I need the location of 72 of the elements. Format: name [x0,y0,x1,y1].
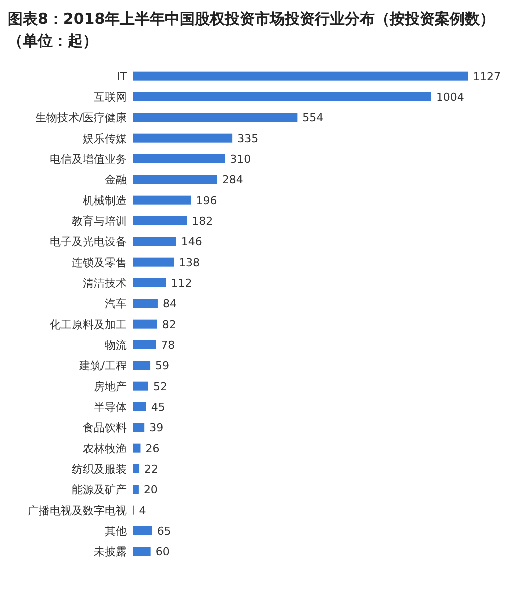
bar [133,258,174,267]
bar [133,113,298,122]
title: 图表8：2018年上半年中国股权投资市场投资行业分布（按投资案例数）（单位：起） [8,10,496,50]
y-tick-label: 未披露 [94,546,127,559]
y-tick-label: 纺织及服装 [72,463,127,476]
data-label: 20 [144,484,158,497]
data-label: 65 [157,525,172,538]
y-tick-label: 农林牧渔 [83,442,127,456]
y-tick-label: 半导体 [94,401,127,414]
data-label: 22 [144,463,159,476]
bar [133,237,176,246]
bar [133,175,218,184]
bar [133,72,468,81]
bar [133,154,226,164]
y-tick-label: 能源及矿产 [72,484,127,497]
bar [133,464,140,474]
y-tick-label: 连锁及零售 [72,256,127,270]
y-tick-label: 电子及光电设备 [50,236,127,249]
bar [133,299,158,308]
data-label: 45 [151,401,166,414]
y-tick-label: 娱乐传媒 [83,132,127,146]
data-label: 82 [162,318,176,332]
y-tick-label: 电信及增值业务 [50,153,127,166]
y-tick-label: 建筑/工程 [78,360,127,373]
y-tick-label: 金融 [105,174,127,187]
bar [133,340,156,350]
bar [133,423,145,432]
bar [133,444,141,453]
bar [133,485,139,494]
data-label: 182 [192,215,214,228]
y-tick-label: 生物技术/医疗健康 [35,112,127,125]
data-label: 39 [150,422,164,435]
data-label: 60 [156,546,170,559]
data-label: 554 [302,112,324,125]
data-label: 4 [139,504,146,518]
data-label: 1004 [436,91,464,104]
data-label: 284 [222,174,244,187]
bar [133,92,432,102]
data-label: 335 [238,132,259,146]
bar [133,361,151,370]
data-label: 146 [181,236,202,249]
bar [133,320,158,329]
y-tick-label: 房地产 [94,380,127,394]
data-label: 59 [156,360,170,373]
y-tick-label: IT [117,70,128,84]
y-tick-label: 机械制造 [83,194,127,208]
y-tick-label: 化工原料及加工 [50,318,127,332]
data-label: 310 [230,153,252,166]
data-label: 112 [171,277,192,290]
bar [133,278,166,288]
data-label: 78 [161,339,176,352]
bar [133,526,152,536]
y-tick-label: 物流 [105,339,127,352]
bar [133,402,146,412]
data-label: 1127 [473,70,501,84]
data-label: 138 [179,256,200,270]
y-tick-label: 食品饮料 [83,422,127,435]
y-tick-label: 广播电视及数字电视 [28,504,127,518]
y-tick-label: 清洁技术 [83,277,127,290]
bar [133,216,188,226]
data-label: 52 [153,380,168,394]
y-tick-label: 教育与培训 [72,215,127,228]
data-label: 196 [196,194,218,208]
y-tick-label: 互联网 [94,91,127,104]
bar [133,134,233,143]
bar [133,547,151,556]
bar [133,196,192,205]
y-tick-label: 其他 [105,525,127,538]
data-label: 84 [162,298,177,311]
data-label: 26 [146,442,160,456]
y-tick-label: 汽车 [105,298,127,311]
bar [133,382,148,391]
